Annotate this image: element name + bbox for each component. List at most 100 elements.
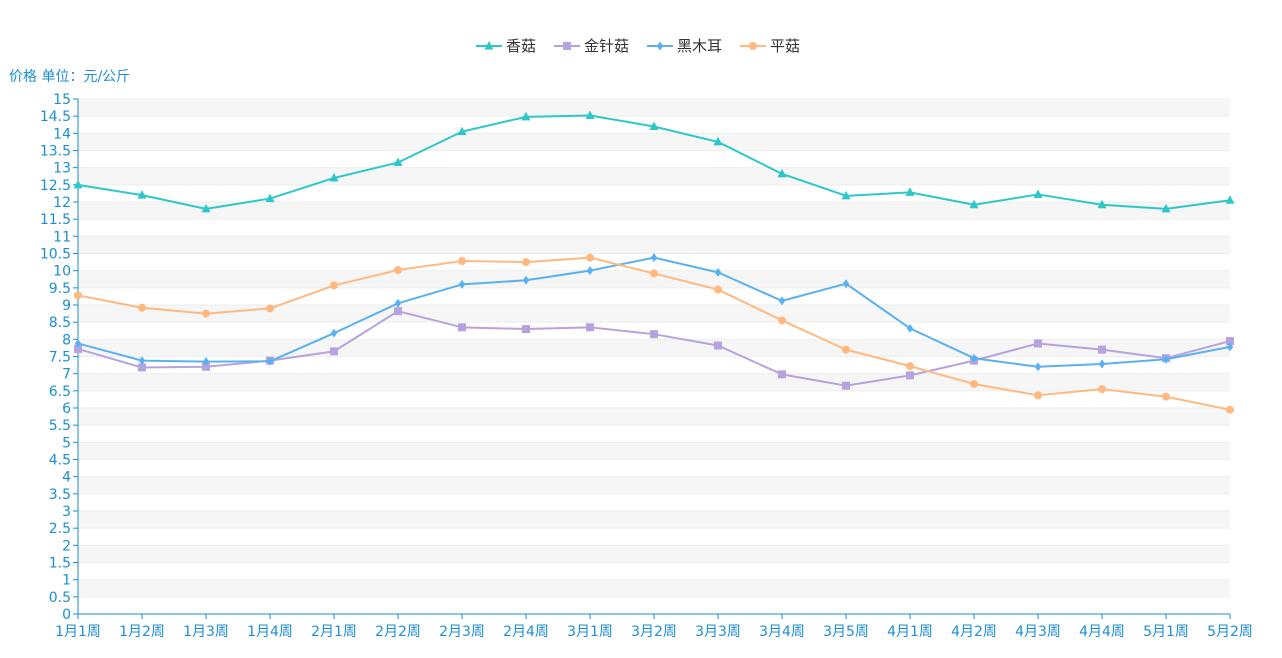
grid-band [78, 270, 1230, 288]
grid-band [78, 528, 1230, 546]
data-point[interactable] [329, 172, 339, 182]
data-point[interactable] [330, 281, 338, 290]
data-point[interactable] [650, 269, 658, 278]
data-point[interactable] [138, 356, 146, 366]
data-point[interactable] [1098, 359, 1106, 369]
legend-marker[interactable] [484, 41, 494, 50]
data-point[interactable] [458, 257, 466, 266]
data-point[interactable] [778, 296, 786, 306]
data-point[interactable] [74, 344, 82, 353]
data-point[interactable] [1098, 385, 1106, 394]
data-point[interactable] [138, 303, 146, 312]
data-point[interactable] [458, 279, 466, 289]
data-point[interactable] [906, 371, 914, 380]
legend[interactable]: 香菇 金针菇 黑木耳 平菇 [476, 37, 800, 55]
data-point[interactable] [1226, 405, 1234, 414]
y-tick-label: 11.5 [40, 212, 71, 228]
grid-band [78, 184, 1230, 202]
grid-band [78, 305, 1230, 323]
data-point[interactable] [394, 265, 402, 274]
data-point[interactable] [714, 267, 722, 277]
data-point[interactable] [714, 341, 722, 350]
data-point[interactable] [650, 330, 658, 339]
data-point[interactable] [649, 121, 659, 130]
data-point[interactable] [521, 111, 531, 121]
data-point[interactable] [842, 381, 850, 390]
grid-band [78, 408, 1230, 426]
data-point[interactable] [969, 199, 979, 209]
data-point[interactable] [1226, 342, 1234, 352]
data-point[interactable] [1034, 391, 1042, 400]
data-point[interactable] [394, 298, 402, 308]
data-point[interactable] [1098, 345, 1106, 354]
data-point[interactable] [842, 345, 850, 354]
data-point[interactable] [586, 323, 594, 332]
data-point[interactable] [777, 168, 787, 178]
legend-item[interactable]: 平菇 [740, 37, 800, 55]
data-point[interactable] [201, 203, 211, 213]
grid-band [78, 219, 1230, 237]
data-point[interactable] [330, 328, 338, 338]
x-tick-label: 2月4周 [503, 624, 549, 640]
data-point[interactable] [1161, 203, 1171, 213]
grid-band [78, 476, 1230, 494]
data-point[interactable] [586, 266, 594, 276]
data-point[interactable] [713, 136, 723, 146]
data-point[interactable] [778, 316, 786, 325]
data-point[interactable] [138, 363, 146, 372]
data-point[interactable] [266, 356, 274, 366]
data-point[interactable] [970, 353, 978, 363]
y-tick-label: 2.5 [49, 521, 71, 537]
data-point[interactable] [330, 347, 338, 356]
legend-item[interactable]: 黑木耳 [647, 37, 722, 55]
x-tick-label: 3月5周 [823, 624, 869, 640]
legend-item[interactable]: 香菇 [476, 37, 536, 55]
data-point[interactable] [522, 325, 530, 334]
grid-band [78, 459, 1230, 477]
data-point[interactable] [265, 193, 275, 203]
y-tick-label: 3 [62, 504, 71, 520]
data-point[interactable] [906, 323, 914, 333]
data-point[interactable] [1033, 189, 1043, 198]
data-point[interactable] [1034, 339, 1042, 348]
data-point[interactable] [1097, 199, 1107, 209]
data-point[interactable] [1162, 354, 1170, 364]
data-point[interactable] [73, 179, 83, 189]
data-point[interactable] [393, 157, 403, 167]
legend-marker[interactable] [563, 42, 571, 50]
y-tick-label: 3.5 [49, 487, 71, 503]
data-point[interactable] [394, 307, 402, 316]
data-point[interactable] [778, 370, 786, 379]
y-tick-label: 7 [62, 367, 71, 383]
data-point[interactable] [458, 323, 466, 332]
data-point[interactable] [202, 362, 210, 371]
data-point[interactable] [457, 126, 467, 136]
data-point[interactable] [714, 285, 722, 294]
data-point[interactable] [905, 187, 915, 196]
y-axis-label: 价格 单位：元/公斤 [9, 69, 130, 85]
data-point[interactable] [1034, 362, 1042, 372]
data-point[interactable] [137, 190, 147, 199]
data-point[interactable] [842, 279, 850, 289]
legend-item[interactable]: 金针菇 [554, 37, 629, 55]
data-point[interactable] [74, 291, 82, 300]
legend-marker[interactable] [749, 42, 757, 50]
data-point[interactable] [970, 379, 978, 388]
data-point[interactable] [522, 275, 530, 285]
data-point[interactable] [522, 258, 530, 267]
data-point[interactable] [202, 357, 210, 367]
grid-band [78, 425, 1230, 443]
data-point[interactable] [586, 253, 594, 262]
data-point[interactable] [650, 253, 658, 263]
data-point[interactable] [1225, 195, 1235, 204]
data-point[interactable] [841, 190, 851, 200]
x-tick-label: 2月3周 [439, 624, 485, 640]
data-point[interactable] [202, 309, 210, 318]
data-point[interactable] [74, 338, 82, 348]
data-point[interactable] [266, 304, 274, 313]
data-point[interactable] [1162, 392, 1170, 401]
data-point[interactable] [585, 110, 595, 119]
data-point[interactable] [906, 362, 914, 371]
legend-marker[interactable] [656, 41, 664, 51]
data-point[interactable] [1226, 337, 1234, 346]
